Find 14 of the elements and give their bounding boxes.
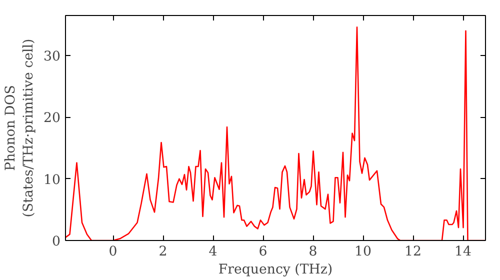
x-tick-label: 0 — [108, 244, 118, 260]
y-tick-label: 10 — [44, 172, 61, 188]
x-axis-title: Frequency (THz) — [218, 262, 333, 278]
x-tick-label: 6 — [258, 244, 268, 260]
x-tick-label: 12 — [404, 244, 422, 260]
y-tick-label: 20 — [44, 111, 61, 126]
y-tick-label: 0 — [52, 234, 61, 250]
y-tick-label: 30 — [44, 50, 61, 65]
x-tick-label: 14 — [454, 244, 472, 260]
x-tick-label: 4 — [208, 244, 218, 260]
y-axis-title: Phonon DOS (States/THz·primitive cell) — [4, 38, 37, 218]
x-tick-label: 8 — [308, 244, 318, 260]
x-tick-label: 2 — [158, 244, 168, 260]
x-tick-label: 10 — [354, 244, 372, 260]
